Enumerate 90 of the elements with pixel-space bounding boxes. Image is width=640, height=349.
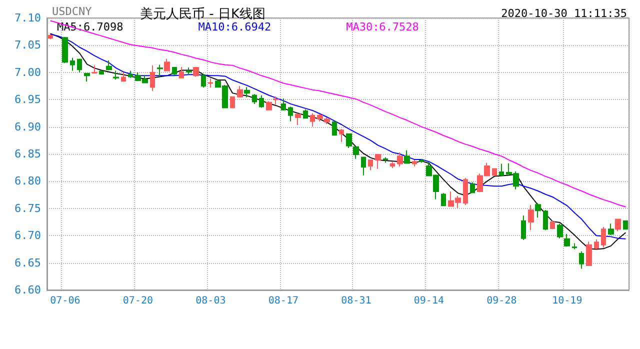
candlestick <box>557 223 563 239</box>
candlestick <box>353 146 359 160</box>
candlestick <box>193 66 199 78</box>
candlestick <box>572 242 577 250</box>
candlestick <box>623 220 628 230</box>
candlestick <box>295 112 301 126</box>
y-tick-label: 7.00 <box>14 66 41 79</box>
candlestick <box>594 238 599 249</box>
candlestick <box>419 158 424 164</box>
x-tick-label: 08-31 <box>341 296 372 306</box>
candlestick <box>288 106 293 122</box>
y-tick-label: 6.65 <box>14 256 41 270</box>
x-tick-label: 07-20 <box>122 296 153 306</box>
candlestick <box>99 70 104 76</box>
candlestick <box>84 72 90 82</box>
candlestick <box>601 226 606 248</box>
candlestick <box>492 168 497 176</box>
candlestick <box>121 72 126 82</box>
candlestick <box>201 74 206 88</box>
candlestick <box>463 177 468 206</box>
candlestick <box>77 58 82 73</box>
y-tick-label: 6.90 <box>14 120 41 134</box>
candlestick <box>310 112 315 128</box>
candlestick <box>361 156 366 176</box>
candlestick <box>550 220 555 230</box>
x-tick-label: 07-06 <box>50 296 80 306</box>
candlestick <box>470 182 475 194</box>
candlestick <box>179 66 184 78</box>
candlestick <box>157 64 163 78</box>
candlestick <box>106 60 112 71</box>
candlestick <box>252 94 257 104</box>
y-tick-label: 6.60 <box>14 284 41 296</box>
line-series <box>50 20 626 208</box>
y-tick-label: 6.95 <box>14 93 41 106</box>
candlestick <box>579 250 584 270</box>
candlestick <box>259 94 264 108</box>
candlestick <box>172 66 177 76</box>
candlestick <box>128 70 133 78</box>
x-tick-label: 10-19 <box>552 296 582 306</box>
candlestick <box>281 98 286 111</box>
candlestick <box>441 192 446 206</box>
candlestick <box>237 86 243 98</box>
candlestick <box>332 120 337 136</box>
candlestick <box>164 58 170 72</box>
candlestick <box>404 150 410 164</box>
candlestick <box>383 156 388 164</box>
candlestick <box>499 163 504 176</box>
candlestick <box>375 154 381 170</box>
candlestick <box>244 86 250 98</box>
candlestick <box>230 96 235 108</box>
candlestick <box>397 152 403 168</box>
x-tick-label: 08-03 <box>196 296 226 306</box>
candlestick <box>208 78 213 88</box>
candlestick <box>528 204 534 231</box>
candlestick <box>586 241 592 266</box>
candlestick <box>412 159 417 168</box>
candlestick <box>186 67 192 76</box>
candlestick <box>390 162 395 169</box>
candlestick <box>346 132 352 149</box>
annotation: 2020-10-30 11:11:35 <box>501 7 628 20</box>
candlestick <box>150 64 155 92</box>
y-tick-label: 6.80 <box>14 174 41 188</box>
x-tick-label: 09-28 <box>486 296 517 306</box>
candlestick <box>92 64 97 74</box>
candlestick <box>70 57 75 72</box>
text: USDCNY <box>52 5 92 18</box>
candlestick <box>521 214 526 240</box>
candlestick <box>615 218 621 232</box>
candlestick <box>113 70 119 80</box>
chart-title: 美元人民币 - 日K线图 <box>140 6 266 22</box>
candlestick <box>303 108 308 120</box>
candlestick <box>273 96 279 105</box>
x-tick-label: 08-17 <box>268 296 298 306</box>
candlestick <box>266 100 272 110</box>
candlestick <box>543 210 548 231</box>
candlestick <box>62 36 68 64</box>
y-tick-label: 6.85 <box>14 148 41 160</box>
candlestick <box>535 202 541 218</box>
text: MA10:6.6942 <box>198 20 272 34</box>
candlestick <box>564 233 570 247</box>
candlestick <box>339 128 344 143</box>
text: MA30:6.7528 <box>346 20 419 34</box>
candlestick <box>608 223 614 236</box>
y-tick-label: 6.75 <box>14 202 41 215</box>
y-tick-label: 7.05 <box>14 38 41 52</box>
y-tick-label: 6.70 <box>14 229 41 242</box>
candlestick <box>48 34 53 40</box>
candlestick <box>368 159 373 171</box>
x-tick-label: 09-14 <box>414 296 444 306</box>
y-tick-label: 7.10 <box>14 12 41 24</box>
